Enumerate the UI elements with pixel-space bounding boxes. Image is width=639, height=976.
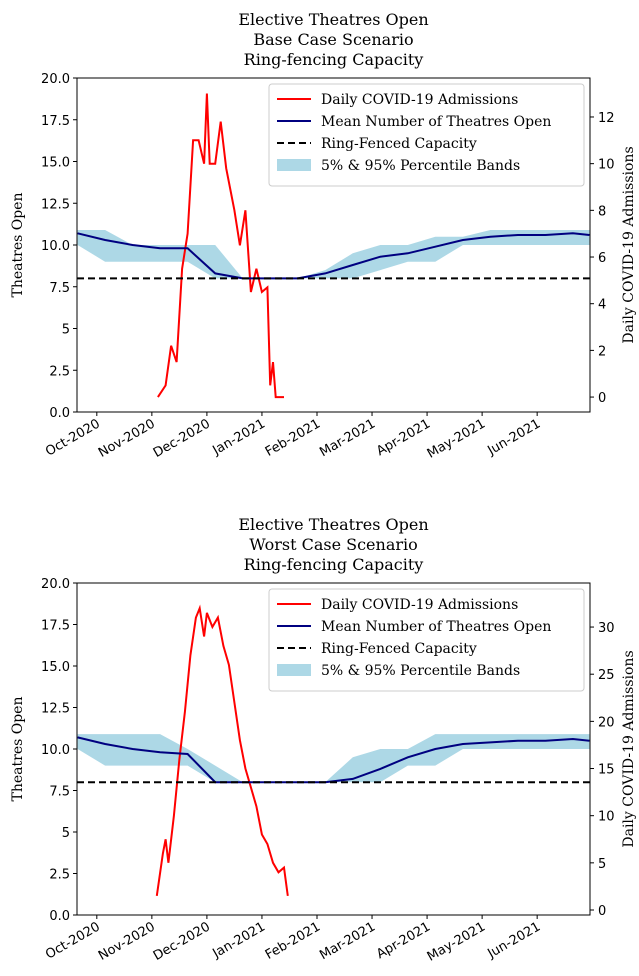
legend-box [268, 83, 585, 187]
legend-label: Mean Number of Theatres Open [321, 114, 551, 130]
y2-axis-label: Daily COVID-19 Admissions [621, 650, 637, 847]
y-tick-label: 15.0 [41, 660, 70, 675]
x-tick-label: Feb-2021 [263, 416, 323, 459]
legend-swatch [277, 664, 311, 676]
legend-label: Daily COVID-19 Admissions [321, 92, 518, 108]
chart-title: Elective Theatres Open [238, 515, 428, 534]
x-tick-label: Mar-2021 [317, 919, 378, 963]
y-tick-label: 12.5 [41, 702, 70, 717]
y-tick-label: 0.0 [49, 406, 70, 421]
y2-tick-label: 8 [598, 204, 606, 219]
y-tick-label: 2.5 [49, 868, 70, 883]
y2-tick-label: 15 [598, 763, 615, 778]
chart-title: Elective Theatres Open [238, 10, 428, 29]
y2-tick-label: 0 [598, 391, 606, 406]
x-tick-label: Jan-2021 [209, 919, 267, 961]
legend-label: Ring-Fenced Capacity [321, 641, 477, 657]
percentile-band [77, 734, 590, 783]
y-tick-label: 5 [62, 826, 70, 841]
y2-tick-label: 2 [598, 344, 606, 359]
data-line [157, 93, 284, 399]
x-tick-label: Nov-2020 [96, 416, 158, 460]
y-axis-label: Theatres Open [10, 697, 26, 802]
x-tick-label: Nov-2020 [96, 919, 158, 963]
y2-tick-label: 12 [598, 111, 615, 126]
y2-tick-label: 30 [598, 621, 615, 636]
y-tick-label: 17.5 [41, 619, 70, 634]
y-axis-label: Theatres Open [10, 193, 26, 298]
y-tick-label: 17.5 [41, 114, 70, 129]
chart-title: Ring-fencing Capacity [244, 50, 424, 69]
y-tick-label: 5 [62, 323, 70, 338]
data-line [77, 736, 590, 784]
data-line [77, 232, 590, 280]
y2-tick-label: 4 [598, 298, 606, 313]
y2-tick-label: 25 [598, 668, 615, 683]
x-tick-label: Dec-2020 [151, 416, 213, 460]
y2-tick-label: 20 [598, 715, 615, 730]
chart-title: Base Case Scenario [253, 30, 413, 49]
legend-box [268, 588, 585, 692]
legend-swatch [277, 159, 311, 171]
x-tick-label: Jan-2021 [209, 416, 267, 458]
legend-label: Ring-Fenced Capacity [321, 136, 477, 152]
legend-label: 5% & 95% Percentile Bands [321, 663, 520, 679]
y2-tick-label: 5 [598, 857, 606, 872]
y-tick-label: 20.0 [41, 72, 70, 87]
y-tick-label: 7.5 [49, 281, 70, 296]
data-line [155, 604, 289, 897]
legend-label: Mean Number of Theatres Open [321, 619, 551, 635]
y-tick-label: 7.5 [49, 785, 70, 800]
x-tick-label: Apr-2021 [374, 416, 433, 459]
y-tick-label: 10.0 [41, 239, 70, 254]
y2-tick-label: 10 [598, 158, 615, 173]
y2-tick-label: 6 [598, 251, 606, 266]
chart-title: Ring-fencing Capacity [244, 555, 424, 574]
x-tick-label: Oct-2020 [43, 919, 103, 962]
y2-axis-label: Daily COVID-19 Admissions [621, 146, 637, 343]
x-tick-label: Jun-2021 [484, 416, 543, 459]
y2-tick-label: 10 [598, 810, 615, 825]
y-tick-label: 15.0 [41, 156, 70, 171]
x-tick-label: May-2021 [425, 416, 488, 461]
y2-tick-label: 0 [598, 904, 606, 919]
x-tick-label: Dec-2020 [151, 919, 213, 963]
legend-label: Daily COVID-19 Admissions [321, 597, 518, 613]
x-tick-label: Apr-2021 [374, 919, 433, 962]
chart-title: Worst Case Scenario [249, 535, 418, 554]
y-tick-label: 2.5 [49, 364, 70, 379]
y-tick-label: 12.5 [41, 197, 70, 212]
x-tick-label: Oct-2020 [43, 416, 103, 459]
x-tick-label: May-2021 [425, 919, 488, 964]
legend-label: 5% & 95% Percentile Bands [321, 158, 520, 174]
percentile-band [77, 230, 590, 279]
x-tick-label: Mar-2021 [317, 416, 378, 460]
y-tick-label: 0.0 [49, 909, 70, 924]
y-tick-label: 10.0 [41, 743, 70, 758]
y-tick-label: 20.0 [41, 577, 70, 592]
x-tick-label: Jun-2021 [484, 919, 543, 962]
x-tick-label: Feb-2021 [263, 919, 323, 962]
